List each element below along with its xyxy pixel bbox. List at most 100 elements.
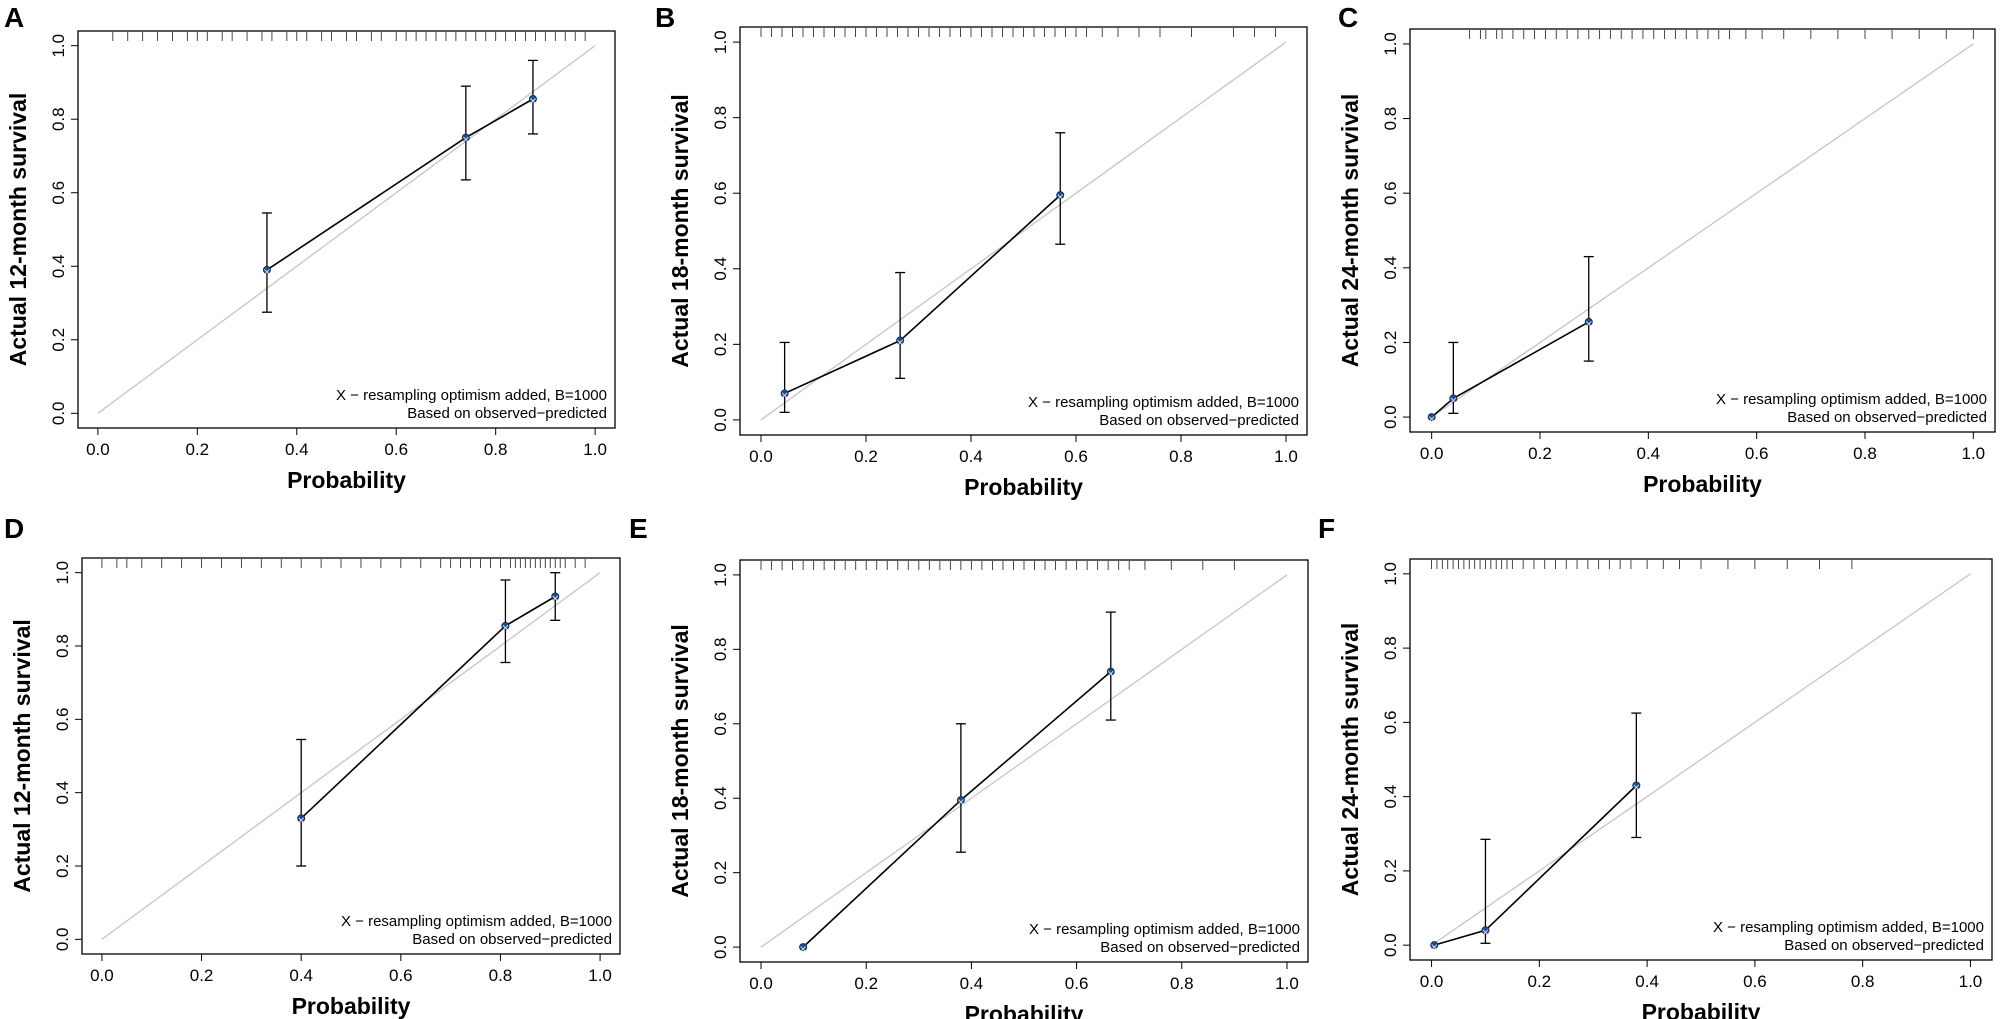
optimism-marker [502, 625, 509, 631]
ideal-diagonal-line [760, 574, 1288, 948]
plot-frame [81, 557, 621, 955]
data-point [1632, 781, 1641, 790]
data-point [501, 621, 510, 630]
x-tick-label: 0.6 [1064, 447, 1088, 466]
optimism-marker [1585, 321, 1592, 327]
x-tick-label: 1.0 [588, 966, 612, 985]
data-point [1430, 941, 1439, 950]
x-tick-label: 0.8 [1853, 444, 1877, 463]
optimism-marker [781, 392, 788, 399]
x-tick-label: 0.0 [749, 974, 773, 993]
x-tick-label: 0.2 [190, 966, 214, 985]
y-tick-label: 0.2 [711, 861, 730, 885]
panel-letter: E [629, 513, 648, 544]
x-tick-label: 0.4 [1637, 444, 1661, 463]
y-tick-label: 0.0 [711, 935, 730, 959]
data-point [956, 796, 965, 805]
calibration-line [266, 98, 534, 271]
ideal-diagonal-line [1431, 43, 1974, 418]
y-tick-label: 0.0 [1381, 933, 1400, 957]
x-tick-label: 0.4 [289, 966, 313, 985]
y-tick-label: 0.6 [711, 181, 730, 205]
y-tick-label: 0.2 [1381, 859, 1400, 883]
panel-e: E 0.0 0.2 0.4 0.6 0.8 1.0 0.0 0.2 0.4 0.6 0.8 1.0 Pro… [629, 513, 1309, 1019]
calibration-line [784, 194, 1061, 395]
data-point [1481, 926, 1490, 935]
y-tick-label: 0.8 [53, 634, 72, 658]
y-tick-label: 0.0 [49, 401, 68, 425]
y-tick-label: 0.4 [49, 254, 68, 278]
y-tick-label: 0.8 [49, 107, 68, 131]
x-axis-title: Probability [964, 474, 1083, 500]
x-tick-label: 0.0 [749, 447, 773, 466]
optimism-marker [463, 136, 469, 143]
x-tick-label: 0.6 [384, 440, 408, 459]
optimism-marker [958, 799, 964, 805]
y-tick-label: 0.4 [1381, 785, 1400, 809]
x-tick-label: 0.0 [1420, 972, 1444, 991]
observed-predicted-note: Based on observed−predicted [1787, 409, 1987, 426]
plot-frame [1409, 558, 1993, 961]
calibration-line [1434, 784, 1637, 946]
data-point [1427, 413, 1436, 422]
ideal-diagonal-line [760, 41, 1287, 421]
panel-letter: C [1338, 2, 1358, 33]
x-tick-label: 0.2 [854, 974, 878, 993]
optimism-marker [1057, 194, 1064, 200]
x-tick-label: 0.4 [959, 447, 983, 466]
ideal-diagonal-line [101, 572, 601, 940]
x-tick-label: 0.4 [1635, 972, 1659, 991]
optimism-marker [897, 339, 903, 346]
optimism-marker [264, 269, 270, 275]
panel-letter: F [1318, 513, 1335, 544]
y-axis-title: Actual 24-month survival [1337, 94, 1363, 368]
calibration-line [300, 595, 556, 819]
x-tick-label: 0.0 [1420, 444, 1444, 463]
data-point [551, 592, 560, 601]
data-point [297, 814, 306, 823]
x-tick-label: 1.0 [583, 440, 607, 459]
y-tick-label: 0.6 [49, 181, 68, 205]
optimism-marker [530, 98, 536, 104]
y-tick-label: 0.0 [53, 928, 72, 952]
panel-a: A 0.0 0.2 0.4 0.6 0.8 1.0 0.0 0.2 0.4 0.6 0.8 1.0 Pro… [4, 2, 616, 493]
y-tick-label: 1.0 [711, 30, 730, 54]
optimism-marker [298, 817, 305, 824]
x-axis-title: Probability [287, 467, 406, 493]
y-tick-label: 0.4 [53, 781, 72, 805]
x-tick-label: 0.2 [854, 447, 878, 466]
optimism-marker [1431, 944, 1438, 950]
resampling-note: X − resampling optimism added, B=1000 [1716, 391, 1987, 408]
optimism-marker [800, 946, 806, 952]
x-axis-title: Probability [1642, 999, 1761, 1019]
x-tick-label: 0.2 [1528, 444, 1552, 463]
y-tick-label: 0.2 [711, 333, 730, 357]
x-tick-label: 0.8 [1851, 972, 1875, 991]
panel-b: B 0.0 0.2 0.4 0.6 0.8 1.0 0.0 0.2 0.4 0.6 0.8 1.0 Pro… [655, 2, 1308, 500]
x-tick-label: 0.6 [1745, 444, 1769, 463]
x-tick-label: 0.2 [186, 440, 210, 459]
y-tick-label: 0.0 [1381, 405, 1400, 429]
y-tick-label: 0.8 [1381, 107, 1400, 131]
y-tick-label: 1.0 [53, 561, 72, 585]
data-point [461, 133, 470, 142]
y-tick-label: 0.8 [711, 106, 730, 130]
x-tick-label: 0.2 [1528, 972, 1552, 991]
data-point [896, 336, 905, 345]
y-tick-label: 1.0 [49, 34, 68, 58]
y-axis-title: Actual 18-month survival [667, 94, 693, 368]
x-tick-label: 0.8 [484, 440, 508, 459]
y-tick-label: 0.4 [1381, 256, 1400, 280]
panel-letter: A [4, 2, 24, 33]
optimism-marker [1107, 670, 1114, 677]
optimism-marker [552, 595, 559, 602]
optimism-marker [1428, 416, 1435, 422]
x-tick-label: 0.6 [389, 966, 413, 985]
y-tick-label: 0.2 [1381, 331, 1400, 355]
plot-frame [739, 559, 1309, 963]
data-point [1106, 667, 1115, 676]
resampling-note: X − resampling optimism added, B=1000 [1028, 394, 1299, 411]
plot-frame [77, 30, 616, 429]
observed-predicted-note: Based on observed−predicted [1100, 939, 1300, 956]
x-axis-title: Probability [292, 993, 411, 1019]
